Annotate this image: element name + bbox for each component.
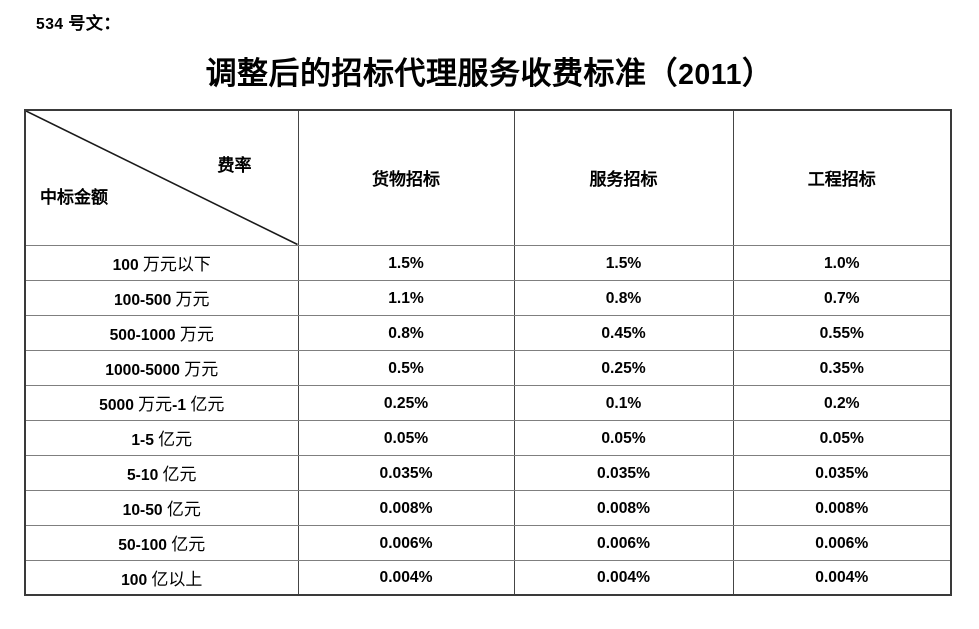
table-row: 100 亿以上 0.004% 0.004% 0.004% [24,559,952,596]
fee-cell: 0.004% [732,559,952,596]
fee-cell: 0.035% [732,454,952,491]
corner-label-amount: 中标金额 [40,188,108,207]
row-label: 100-500 万元 [24,279,299,316]
fee-cell: 0.05% [513,419,734,456]
row-label: 10-50 亿元 [24,489,299,526]
fee-cell: 0.006% [732,524,952,561]
page-title: 调整后的招标代理服务收费标准（2011） [205,56,774,91]
row-label: 50-100 亿元 [24,524,299,561]
fee-cell: 0.7% [732,279,952,316]
fee-cell: 0.05% [297,419,515,456]
fee-cell: 0.8% [297,314,515,351]
fee-cell: 0.25% [297,384,515,421]
table-row: 5-10 亿元 0.035% 0.035% 0.035% [24,454,952,491]
fee-cell: 1.5% [297,244,515,281]
doc-number: 534 号文： [36,14,121,33]
fee-cell: 1.1% [297,279,515,316]
corner-header-cell: 费率 中标金额 [24,109,299,246]
table-row: 500-1000 万元 0.8% 0.45% 0.55% [24,314,952,351]
fee-cell: 0.008% [732,489,952,526]
row-label: 1000-5000 万元 [24,349,299,386]
table-row: 100 万元以下 1.5% 1.5% 1.0% [24,244,952,281]
table-row: 1000-5000 万元 0.5% 0.25% 0.35% [24,349,952,386]
header-row: 费率 中标金额 货物招标 服务招标 工程招标 [24,109,952,246]
fee-cell: 0.004% [297,559,515,596]
fee-cell: 0.35% [732,349,952,386]
row-label: 100 万元以下 [24,244,299,281]
fee-cell: 0.8% [513,279,734,316]
diagonal-divider-line [26,111,298,245]
fee-cell: 0.006% [513,524,734,561]
fee-cell: 0.006% [297,524,515,561]
table-row: 50-100 亿元 0.006% 0.006% 0.006% [24,524,952,561]
row-label: 500-1000 万元 [24,314,299,351]
row-label: 100 亿以上 [24,559,299,596]
fee-cell: 0.55% [732,314,952,351]
fee-cell: 1.0% [732,244,952,281]
fee-cell: 0.2% [732,384,952,421]
table-row: 1-5 亿元 0.05% 0.05% 0.05% [24,419,952,456]
fee-cell: 0.035% [297,454,515,491]
fee-table: 费率 中标金额 货物招标 服务招标 工程招标 100 万元以下 1.5% 1.5… [24,109,952,596]
row-label: 5000 万元-1 亿元 [24,384,299,421]
fee-cell: 0.5% [297,349,515,386]
fee-cell: 0.45% [513,314,734,351]
fee-cell: 0.1% [513,384,734,421]
fee-cell: 0.008% [297,489,515,526]
row-label: 5-10 亿元 [24,454,299,491]
fee-cell: 0.05% [732,419,952,456]
row-label: 1-5 亿元 [24,419,299,456]
table-row: 100-500 万元 1.1% 0.8% 0.7% [24,279,952,316]
column-header-engineering-bidding: 工程招标 [732,109,952,246]
fee-cell: 0.004% [513,559,734,596]
column-header-service-bidding: 服务招标 [513,109,734,246]
column-header-goods-bidding: 货物招标 [297,109,515,246]
table-row: 10-50 亿元 0.008% 0.008% 0.008% [24,489,952,526]
fee-cell: 0.25% [513,349,734,386]
fee-cell: 0.008% [513,489,734,526]
corner-label-rate: 费率 [217,156,252,175]
table-row: 5000 万元-1 亿元 0.25% 0.1% 0.2% [24,384,952,421]
fee-cell: 1.5% [513,244,734,281]
fee-cell: 0.035% [513,454,734,491]
